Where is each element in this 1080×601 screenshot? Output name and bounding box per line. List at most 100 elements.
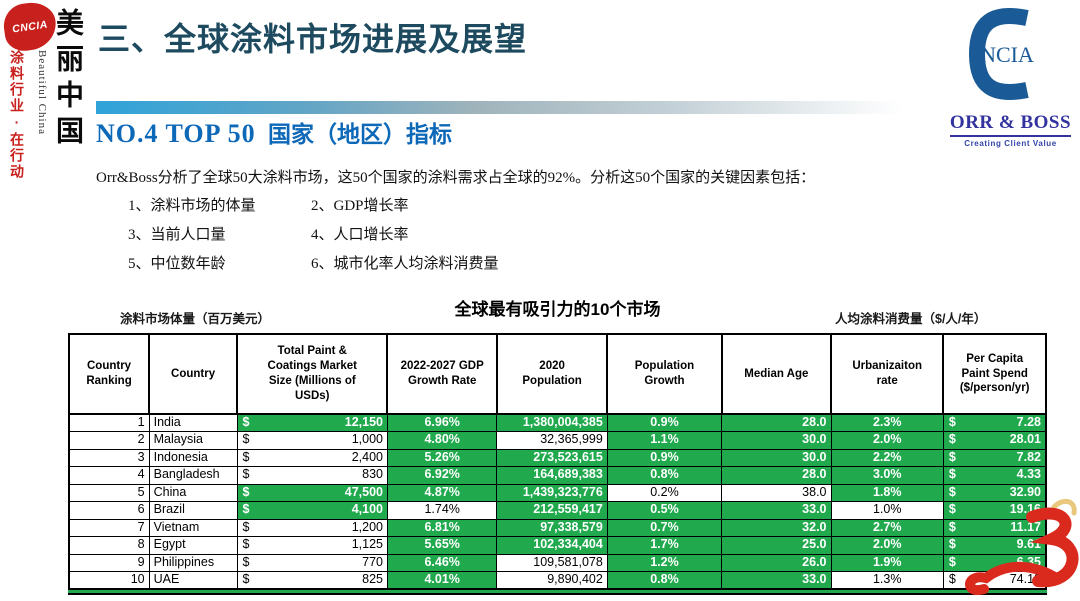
cncia-seal-text: CNCIA [11,18,49,35]
left-brand-sidebar: CNCIA 美丽中国 Beautiful China 涂料行业·在行动 [0,0,95,601]
table-cell: 28.0 [721,413,832,432]
table-cell: 33.0 [721,501,832,520]
table-cell: 5.26% [386,448,498,467]
table-cell: $4,100 [236,501,388,520]
table-cell: $1,200 [236,518,388,537]
table-cell: 0.8% [606,571,723,590]
table-row: 1 India $12,150 6.96% 1,380,004,385 0.9% 28.0 2… [68,413,1047,432]
cncia-c-logo: NCIA [965,6,1051,104]
section-heading: NO.4 TOP 50 国家（地区）指标 [96,115,452,149]
cncia-c-icon: NCIA [968,7,1034,101]
table-title: 全球最有吸引力的10个市场 [454,300,661,319]
list-item: 4、人口增长率 [311,227,409,243]
table-cell: 6 [68,501,150,520]
table-cell: $7.82 [942,448,1047,467]
table-cell: 1.7% [606,536,723,555]
table-cell: 1,380,004,385 [496,413,608,432]
table-cell: 1,439,323,776 [496,483,608,502]
table-cell: 1.74% [386,501,498,520]
table-cell: 2 [68,431,150,450]
table-cell: 1.8% [830,483,944,502]
table-header-row: Country Ranking Country Total Paint & Coat… [67,333,1047,415]
orrboss-tagline: Creating Client Value [964,139,1057,148]
list-item: 3、当前人口量 [128,227,226,243]
table-cell: $47,500 [236,483,388,502]
key-factors-list: 1、涂料市场的体量 2、GDP增长率 3、当前人口量 4、人口增长率 5、中位数… [128,198,499,272]
table-cell: 7 [68,518,150,537]
table-cell: $9.61 [942,536,1047,555]
table-cell: $19.16 [942,501,1047,520]
table-cell: $4.33 [942,466,1047,485]
table-cell: 38.0 [721,483,832,502]
table-cell: 30.0 [721,448,832,467]
table-row: 10 UAE $825 4.01% 9,890,402 0.8% 33.0 1.3% $74.1… [68,571,1047,590]
table-cell: 0.9% [606,413,723,432]
table-cell: Philippines [148,553,238,572]
table-cell: 6.81% [386,518,498,537]
table-cell: 3.0% [830,466,944,485]
table-cell: $1,125 [236,536,388,555]
table-cell: 1 [68,413,150,432]
table-row: 3 Indonesia $2,400 5.26% 273,523,615 0.9% 30.0… [68,448,1047,467]
column-header: Population Growth [606,333,723,415]
table-cell: $2,400 [236,448,388,467]
table-cell: 0.7% [606,518,723,537]
table-cell: Malaysia [148,431,238,450]
table-cell: $7.28 [942,413,1047,432]
table-cell: 0.8% [606,466,723,485]
table-cell: $32.90 [942,483,1047,502]
column-header: Per Capita Paint Spend ($/person/yr) [942,333,1047,415]
table-row: 9 Philippines $770 6.46% 109,581,078 1.2% 26.0… [68,553,1047,572]
table-cell: 4.87% [386,483,498,502]
table-cell: 212,559,417 [496,501,608,520]
list-item: 6、城市化率人均涂料消费量 [311,256,499,272]
table-cell: UAE [148,571,238,590]
table-cell: 5.65% [386,536,498,555]
table-cell: Indonesia [148,448,238,467]
table-cell: 25.0 [721,536,832,555]
table-cell: 9,890,402 [496,571,608,590]
table-cell: 1.3% [830,571,944,590]
table-cell: Vietnam [148,518,238,537]
table-cell: 164,689,383 [496,466,608,485]
table-cell: 5 [68,483,150,502]
table-cell: 6.46% [386,553,498,572]
list-item: 1、涂料市场的体量 [128,198,256,214]
table-cell: 109,581,078 [496,553,608,572]
slogan-beautiful-china-en: Beautiful China [36,50,48,135]
column-header: Total Paint & Coatings Market Size (Mill… [236,333,389,415]
slogan-industry-in-action: 涂料行业·在行动 [9,50,25,180]
table-cell: 33.0 [721,571,832,590]
table-row: 4 Bangladesh $830 6.92% 164,689,383 0.8% 28.0 3… [68,466,1047,485]
column-header: Country Ranking [67,333,151,415]
table-bottom-green-strip [68,590,1047,595]
table-cell: 1.0% [830,501,944,520]
table-cell: 26.0 [721,553,832,572]
market-size-unit-note: 涂料市场体量（百万美元） [120,312,271,326]
list-item: 5、中位数年龄 [128,256,226,272]
table-cell: $6.35 [942,553,1047,572]
title-underline-bar [96,101,936,114]
table-row: 6 Brazil $4,100 1.74% 212,559,417 0.5% 33.0 1.0… [68,501,1047,520]
column-header: 2022-2027 GDP Growth Rate [386,333,498,415]
orrboss-logo-text: ORR & BOSS [949,112,1072,137]
table-cell: 102,334,404 [496,536,608,555]
table-cell: 32,365,999 [496,431,608,450]
column-header: 2020 Population [495,333,609,415]
section-heading-number: NO.4 TOP 50 [96,119,256,148]
table-cell: 2.3% [830,413,944,432]
table-cell: 1.9% [830,553,944,572]
table-cell: 1.2% [606,553,723,572]
table-cell: $770 [236,553,388,572]
slide-title: 三、全球涂料市场进展及展望 [98,21,528,57]
table-row: 5 China $47,500 4.87% 1,439,323,776 0.2% 38.0 1… [68,483,1047,502]
table-cell: 4.01% [386,571,498,590]
table-cell: Egypt [148,536,238,555]
table-cell: 4 [68,466,150,485]
table-cell: $74.12 [942,571,1047,590]
table-cell: Bangladesh [148,466,238,485]
orrboss-logo: ORR & BOSS Creating Client Value [938,112,1080,148]
table-cell: 0.5% [606,501,723,520]
table-cell: 2.7% [830,518,944,537]
table-cell: $830 [236,466,388,485]
